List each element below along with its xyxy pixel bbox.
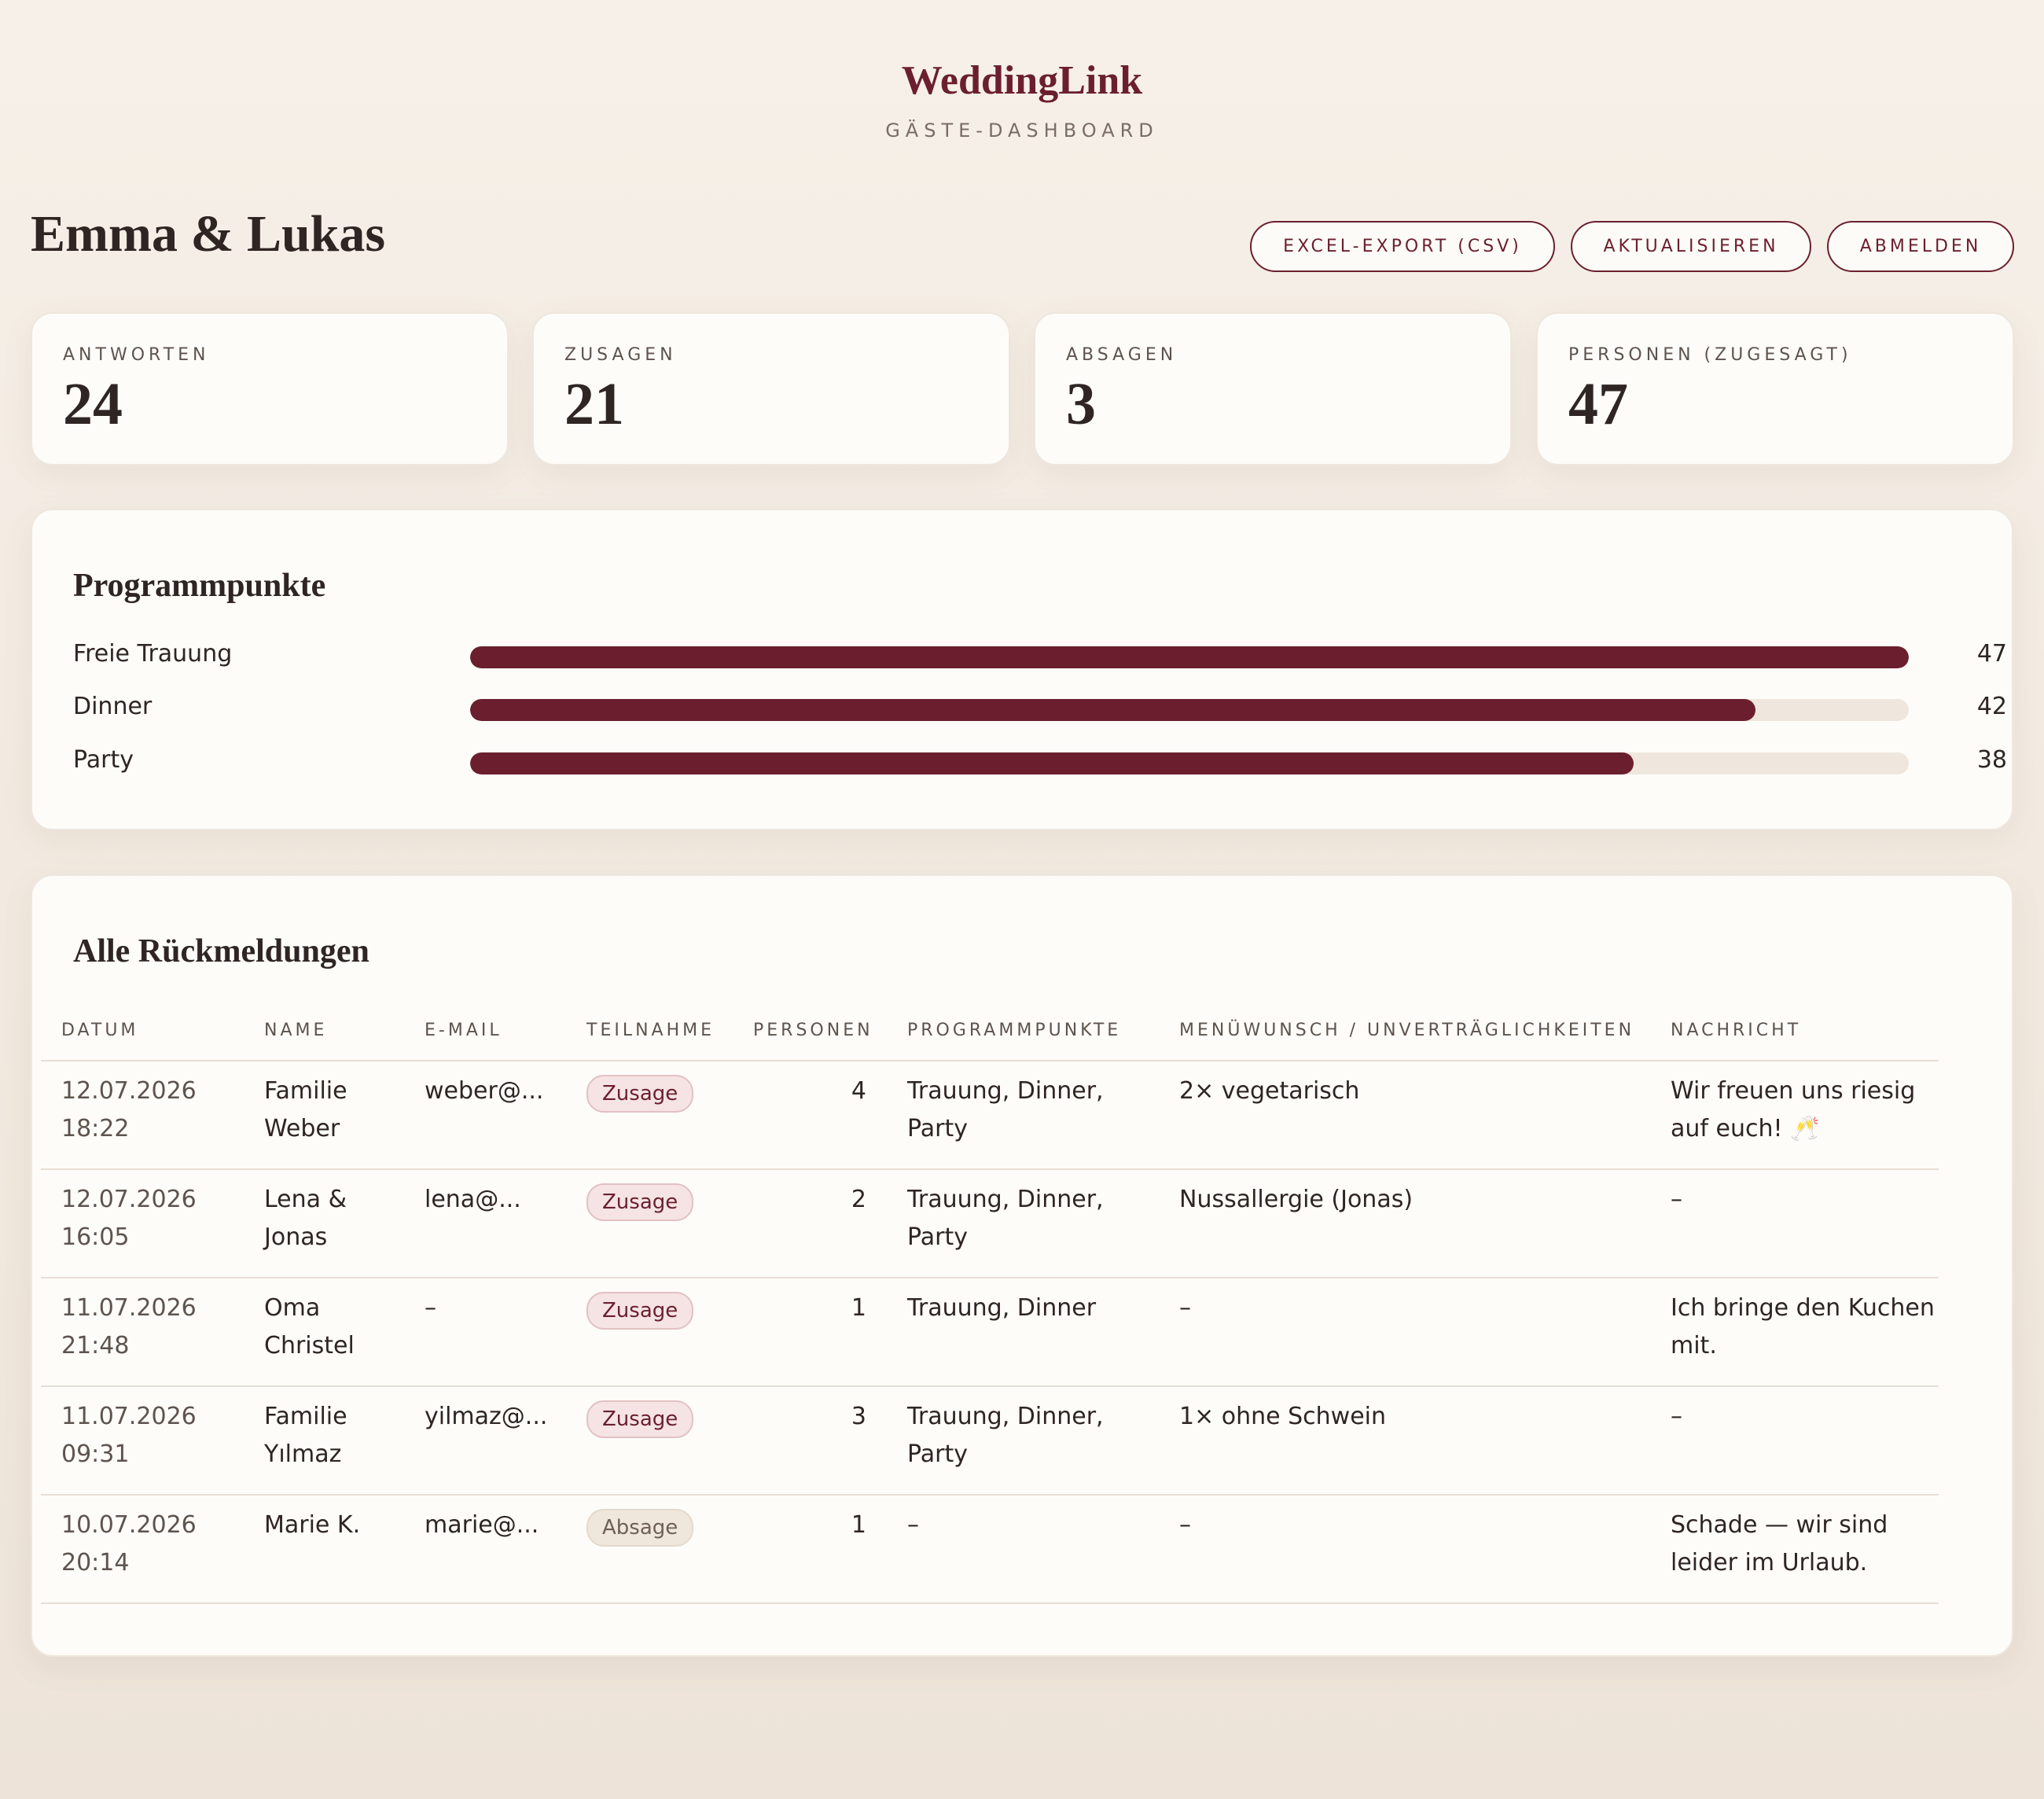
refresh-button[interactable]: AKTUALISIEREN <box>1571 221 1811 272</box>
status-badge: Zusage <box>586 1292 694 1330</box>
stat-label: ANTWORTEN <box>63 345 210 365</box>
program-count: 38 <box>1976 746 2007 774</box>
cell-menu: Nussallergie (Jonas) <box>1159 1169 1650 1278</box>
cell-message: – <box>1650 1386 1939 1495</box>
cell-status: Absage <box>566 1495 733 1604</box>
column-header-menu[interactable]: MENÜWUNSCH / UNVERTRÄGLICHKEITEN <box>1159 994 1650 1061</box>
cell-name: Lena & Jonas <box>244 1169 404 1278</box>
stat-label: ZUSAGEN <box>564 345 677 365</box>
table-row[interactable]: 10.07.2026 20:14 Marie K. marie@... Absa… <box>41 1495 1939 1604</box>
table-row[interactable]: 12.07.2026 16:05 Lena & Jonas lena@... Z… <box>41 1169 1939 1278</box>
cell-message: – <box>1650 1169 1939 1278</box>
program-label: Dinner <box>73 693 153 720</box>
status-badge: Zusage <box>586 1400 694 1438</box>
couple-name: Emma & Lukas <box>31 205 386 263</box>
column-header-email[interactable]: E-MAIL <box>404 994 566 1061</box>
excel-export-button[interactable]: EXCEL-EXPORT (CSV) <box>1250 221 1555 272</box>
cell-status: Zusage <box>566 1386 733 1495</box>
status-badge: Absage <box>586 1509 694 1547</box>
cell-email: lena@... <box>404 1169 566 1278</box>
status-badge: Zusage <box>586 1183 694 1221</box>
cell-email: – <box>404 1278 566 1387</box>
cell-menu: – <box>1159 1495 1650 1604</box>
brand-title: WeddingLink <box>901 58 1143 103</box>
program-row: Party 38 <box>73 745 2007 776</box>
responses-table: DATUM NAME E-MAIL TEILNAHME PERSONEN PRO… <box>41 994 1939 1604</box>
cell-program: Trauung, Dinner <box>887 1278 1159 1387</box>
program-row: Dinner 42 <box>73 691 2007 723</box>
brand-subtitle: GÄSTE-DASHBOARD <box>885 120 1159 142</box>
column-header-attendance[interactable]: TEILNAHME <box>566 994 733 1061</box>
stat-card-persons: PERSONEN (ZUGESAGT) 47 <box>1536 312 2014 465</box>
column-header-persons[interactable]: PERSONEN <box>733 994 887 1061</box>
program-bar-fill <box>470 699 1756 721</box>
cell-program: – <box>887 1495 1159 1604</box>
cell-email: yilmaz@... <box>404 1386 566 1495</box>
stat-card-answers: ANTWORTEN 24 <box>31 312 509 465</box>
cell-program: Trauung, Dinner, Party <box>887 1386 1159 1495</box>
cell-date: 11.07.2026 09:31 <box>41 1386 244 1495</box>
cell-date: 11.07.2026 21:48 <box>41 1278 244 1387</box>
stat-card-accepted: ZUSAGEN 21 <box>532 312 1010 465</box>
column-header-date[interactable]: DATUM <box>41 994 244 1061</box>
cell-date: 12.07.2026 18:22 <box>41 1061 244 1170</box>
brand-header: WeddingLink GÄSTE-DASHBOARD <box>0 55 2044 142</box>
stat-value: 21 <box>564 371 624 437</box>
cell-persons: 2 <box>733 1169 887 1278</box>
cell-name: Oma Christel <box>244 1278 404 1387</box>
cell-persons: 3 <box>733 1386 887 1495</box>
stat-value: 3 <box>1066 371 1096 437</box>
table-header-row: DATUM NAME E-MAIL TEILNAHME PERSONEN PRO… <box>41 994 1939 1061</box>
program-bar-fill <box>470 646 1909 668</box>
table-row[interactable]: 11.07.2026 09:31 Familie Yılmaz yilmaz@.… <box>41 1386 1939 1495</box>
cell-date: 10.07.2026 20:14 <box>41 1495 244 1604</box>
column-header-message[interactable]: NACHRICHT <box>1650 994 1939 1061</box>
program-bar-track <box>470 699 1909 721</box>
program-bar-fill <box>470 752 1634 774</box>
program-label: Party <box>73 746 134 774</box>
cell-message: Schade — wir sind leider im Urlaub. <box>1650 1495 1939 1604</box>
program-count: 42 <box>1976 693 2007 720</box>
stat-value: 47 <box>1568 371 1628 437</box>
stat-card-declined: ABSAGEN 3 <box>1034 312 1512 465</box>
program-title: Programmpunkte <box>73 568 326 604</box>
program-bar-track <box>470 752 1909 774</box>
cell-date: 12.07.2026 16:05 <box>41 1169 244 1278</box>
status-badge: Zusage <box>586 1075 694 1113</box>
cell-status: Zusage <box>566 1278 733 1387</box>
cell-name: Familie Yılmaz <box>244 1386 404 1495</box>
cell-menu: 2× vegetarisch <box>1159 1061 1650 1170</box>
cell-menu: 1× ohne Schwein <box>1159 1386 1650 1495</box>
program-count: 47 <box>1976 640 2007 668</box>
cell-status: Zusage <box>566 1061 733 1170</box>
cell-program: Trauung, Dinner, Party <box>887 1169 1159 1278</box>
cell-message: Ich bringe den Kuchen mit. <box>1650 1278 1939 1387</box>
cell-email: weber@... <box>404 1061 566 1170</box>
stat-label: PERSONEN (ZUGESAGT) <box>1568 345 1852 365</box>
cell-message: Wir freuen uns riesig auf euch! 🥂 <box>1650 1061 1939 1170</box>
program-row: Freie Trauung 47 <box>73 638 2007 670</box>
table-row[interactable]: 11.07.2026 21:48 Oma Christel – Zusage 1… <box>41 1278 1939 1387</box>
stat-value: 24 <box>63 371 123 437</box>
cell-persons: 4 <box>733 1061 887 1170</box>
cell-program: Trauung, Dinner, Party <box>887 1061 1159 1170</box>
program-card: Programmpunkte Freie Trauung 47 Dinner 4… <box>31 509 2013 830</box>
cell-persons: 1 <box>733 1495 887 1604</box>
column-header-program[interactable]: PROGRAMMPUNKTE <box>887 994 1159 1061</box>
program-bar-track <box>470 646 1909 668</box>
cell-name: Familie Weber <box>244 1061 404 1170</box>
cell-email: marie@... <box>404 1495 566 1604</box>
responses-title: Alle Rückmeldungen <box>73 933 369 969</box>
logout-button[interactable]: ABMELDEN <box>1827 221 2014 272</box>
program-label: Freie Trauung <box>73 640 233 668</box>
cell-menu: – <box>1159 1278 1650 1387</box>
table-row[interactable]: 12.07.2026 18:22 Familie Weber weber@...… <box>41 1061 1939 1170</box>
cell-persons: 1 <box>733 1278 887 1387</box>
column-header-name[interactable]: NAME <box>244 994 404 1061</box>
stat-label: ABSAGEN <box>1066 345 1178 365</box>
cell-status: Zusage <box>566 1169 733 1278</box>
cell-name: Marie K. <box>244 1495 404 1604</box>
